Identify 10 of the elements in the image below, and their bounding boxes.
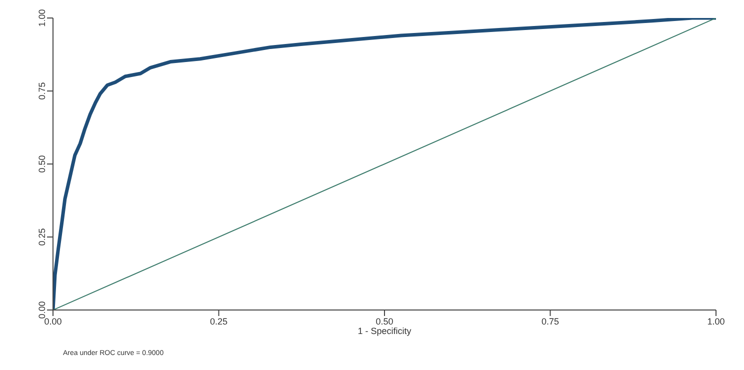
x-tick-label: 0.75 (541, 316, 560, 326)
x-tick-label: 0.00 (44, 316, 62, 326)
x-tick-label: 0.25 (210, 316, 228, 326)
x-tick-label: 1.00 (707, 316, 725, 326)
y-tick-label: 0.25 (37, 228, 47, 246)
y-tick-label: 0.75 (37, 82, 47, 100)
y-tick-label: 1.00 (37, 9, 47, 27)
y-tick-label: 0.50 (37, 155, 47, 173)
x-axis-title: 1 - Specificity (358, 326, 412, 336)
x-tick-label: 0.50 (376, 316, 394, 326)
